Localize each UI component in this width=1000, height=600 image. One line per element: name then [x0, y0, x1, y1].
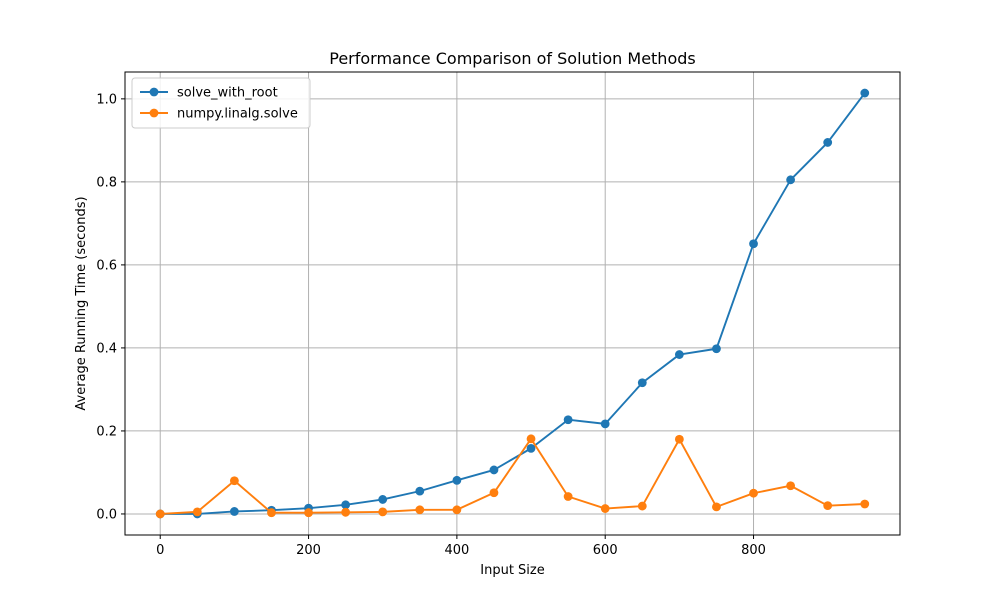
legend-marker: [149, 87, 159, 97]
x-tick-label: 800: [741, 543, 766, 558]
data-point: [600, 419, 610, 429]
data-point: [304, 508, 313, 518]
y-tick-label: 0.2: [96, 424, 117, 439]
data-point: [563, 415, 573, 425]
data-point: [341, 507, 351, 517]
data-point: [712, 344, 721, 354]
data-point: [674, 350, 684, 359]
y-tick-label: 0.4: [96, 341, 117, 356]
data-point: [786, 481, 796, 491]
series-line: [160, 92, 866, 515]
axis-ticks: 0 200 400 600 800 0.0 0.2 0.4 0.6 0.8 1.0: [96, 92, 766, 558]
data-point: [749, 239, 758, 249]
x-tick-label: 600: [593, 543, 618, 558]
data-point: [786, 175, 796, 185]
data-point: [378, 507, 388, 517]
data-point: [749, 488, 758, 498]
y-tick-label: 0.0: [96, 507, 117, 522]
data-point: [526, 443, 536, 453]
legend-marker: [149, 108, 159, 118]
plot-frame: [124, 71, 901, 536]
data-point: [341, 500, 351, 510]
data-point: [563, 492, 573, 501]
x-tick-label: 400: [444, 543, 469, 558]
data-point: [452, 475, 462, 485]
x-axis-label: Input Size: [480, 563, 544, 578]
data-point: [489, 465, 499, 475]
x-tick-label: 200: [296, 543, 321, 558]
legend-label: solve_with_root: [177, 86, 278, 101]
data-point: [452, 505, 462, 515]
y-tick-label: 0.8: [96, 175, 117, 190]
data-point: [823, 501, 833, 511]
data-point: [229, 476, 239, 486]
data-point: [192, 507, 202, 517]
data-point: [267, 508, 276, 518]
legend: solve_with_root numpy.linalg.solve: [131, 77, 311, 129]
data-point: [712, 502, 721, 512]
data-point: [860, 88, 870, 98]
data-point: [229, 507, 239, 516]
data-point: [489, 488, 499, 498]
data-point: [637, 501, 647, 511]
series-2: [155, 434, 870, 519]
data-point: [674, 434, 684, 444]
data-point: [378, 495, 388, 504]
data-point: [415, 505, 425, 515]
y-tick-label: 1.0: [96, 92, 117, 107]
y-tick-label: 0.6: [96, 258, 117, 273]
data-point: [860, 499, 870, 509]
grid: [125, 72, 900, 535]
data-point: [526, 434, 536, 444]
chart-title: Performance Comparison of Solution Metho…: [329, 49, 695, 68]
x-tick-label: 0: [156, 543, 164, 558]
data-point: [155, 509, 165, 519]
legend-label: numpy.linalg.solve: [177, 107, 298, 122]
series-line: [160, 437, 865, 515]
data-point: [637, 378, 647, 388]
data-point: [415, 486, 425, 496]
data-point: [600, 504, 610, 513]
plot-series: [155, 88, 870, 519]
data-point: [823, 138, 833, 147]
y-axis-label: Average Running Time (seconds): [74, 196, 89, 410]
legend-box: [131, 77, 311, 129]
